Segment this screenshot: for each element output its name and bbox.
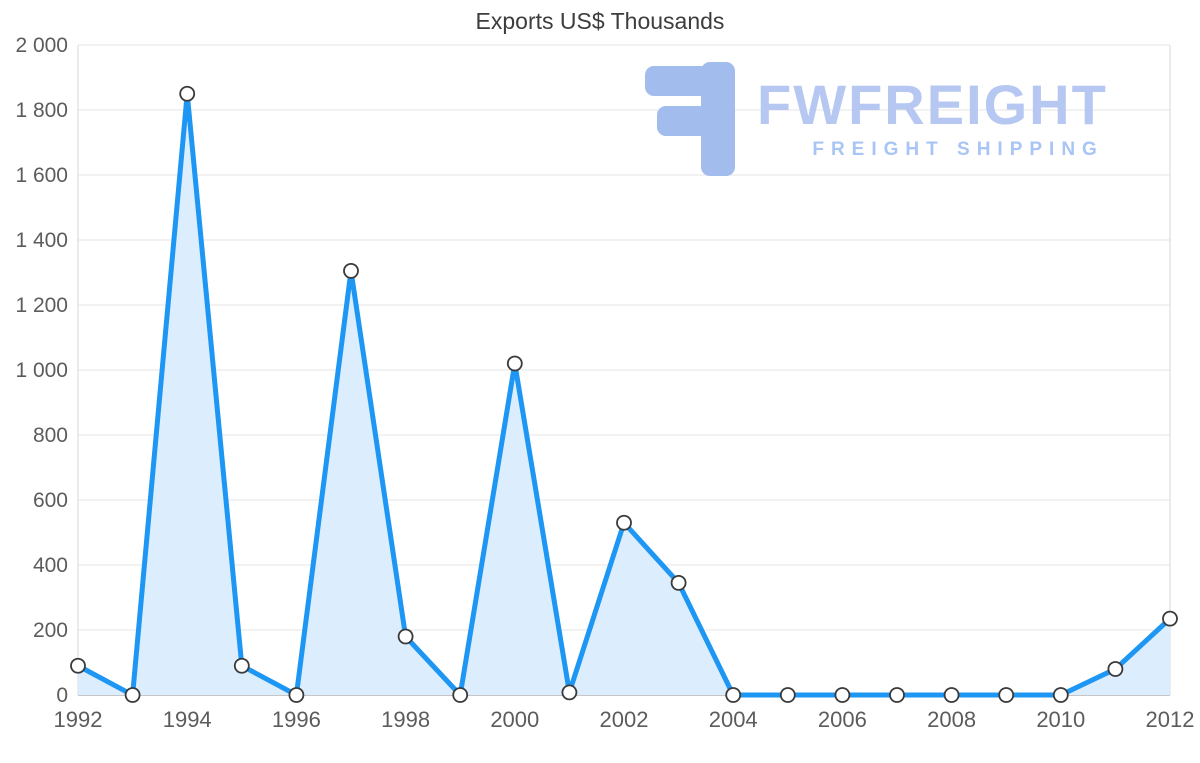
data-point-marker	[343, 262, 359, 279]
y-axis-tick-label: 800	[33, 424, 68, 447]
x-axis-tick-label: 2004	[709, 707, 758, 732]
y-axis-tick-label: 600	[33, 489, 68, 512]
data-point-marker	[124, 687, 141, 703]
data-point-marker	[288, 687, 305, 703]
data-point-marker	[506, 355, 523, 372]
y-axis-tick-label: 400	[33, 554, 68, 577]
y-axis-tick-label: 1 800	[15, 99, 68, 122]
y-axis-tick-label: 2 000	[15, 34, 68, 57]
data-point-marker	[725, 687, 742, 703]
data-point-marker	[943, 687, 960, 703]
chart-title: Exports US$ Thousands	[475, 8, 725, 34]
y-axis-tick-label: 1 000	[15, 359, 68, 382]
data-point-marker	[397, 628, 414, 645]
area-fill	[78, 93, 1170, 695]
x-axis-tick-label: 2006	[818, 707, 867, 732]
data-point-marker	[233, 657, 250, 674]
data-point-marker	[1162, 610, 1178, 627]
x-axis-tick-label: 1996	[272, 707, 321, 732]
x-axis-tick-label: 2008	[927, 707, 976, 732]
data-point-marker	[670, 574, 687, 591]
data-point-marker	[889, 687, 905, 703]
data-point-marker	[561, 684, 578, 701]
data-point-marker	[1107, 661, 1124, 677]
x-axis-tick-label: 1998	[381, 707, 430, 732]
y-axis-tick-label: 200	[33, 619, 68, 642]
y-axis-tick-label: 1 400	[15, 229, 68, 252]
data-point-marker	[70, 657, 86, 674]
data-point-marker	[779, 687, 796, 703]
data-point-marker	[616, 514, 632, 531]
data-point-marker	[998, 687, 1015, 703]
data-point-marker	[834, 687, 851, 703]
x-axis-tick-label: 2002	[600, 707, 649, 732]
x-axis-tick-label: 1994	[163, 707, 212, 732]
y-axis-tick-label: 1 200	[15, 294, 68, 317]
x-axis-tick-label: 2012	[1146, 707, 1195, 732]
data-point-marker	[452, 687, 469, 703]
x-axis-tick-label: 1992	[54, 707, 103, 732]
data-point-marker	[179, 85, 196, 102]
x-axis-tick-label: 2000	[490, 707, 539, 732]
y-axis-tick-label: 1 600	[15, 164, 68, 187]
x-axis-tick-label: 2010	[1036, 707, 1085, 732]
data-point-marker	[1052, 687, 1069, 703]
y-axis-tick-label: 0	[56, 684, 68, 707]
